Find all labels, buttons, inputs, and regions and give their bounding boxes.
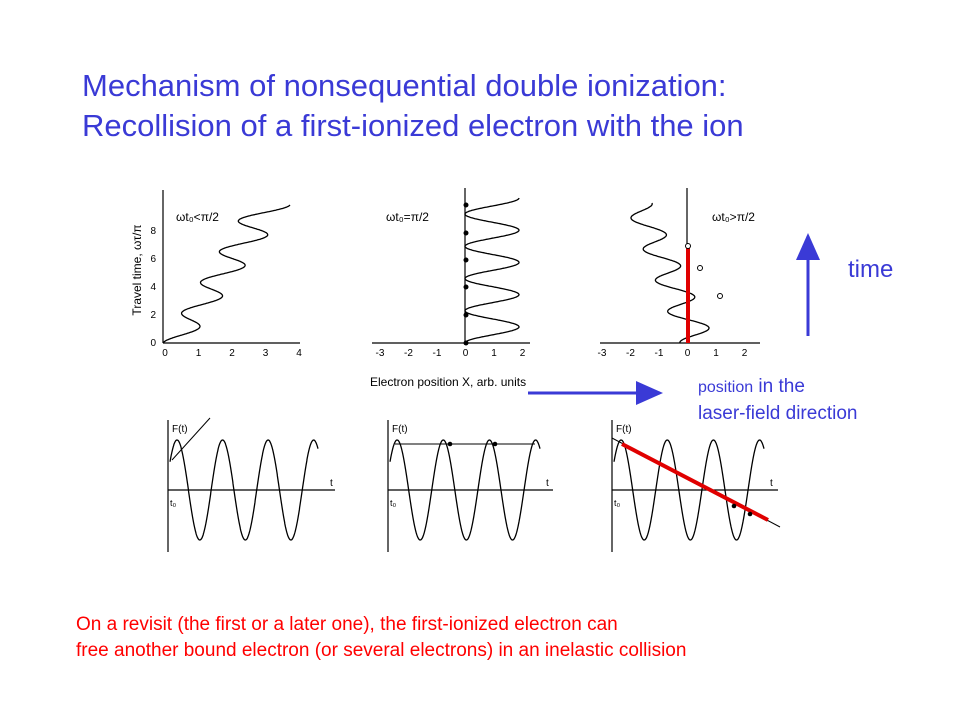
field2-x-label: t <box>546 478 549 489</box>
field-panel-1: F(t) t t₀ <box>167 417 335 552</box>
note-line-1: On a revisit (the first or a later one),… <box>76 614 618 635</box>
return-dot <box>463 312 469 318</box>
field2-y-label: F(t) <box>392 424 408 435</box>
tick-label: 4 <box>296 348 302 359</box>
position-label-line2: laser-field direction <box>698 403 858 424</box>
tick-label: -1 <box>433 348 442 359</box>
red-field-line <box>621 442 769 522</box>
tick-label: -2 <box>626 348 635 359</box>
field3-x-label: t <box>770 478 773 489</box>
position-word: position <box>698 379 754 396</box>
field-panel-2: F(t) t t₀ <box>387 420 553 552</box>
tick-label: 4 <box>150 282 156 293</box>
tick-label: 0 <box>463 348 469 359</box>
note-line-2: free another bound electron (or several … <box>76 640 687 661</box>
panel1-x-ticks: 0 1 2 3 4 <box>162 348 302 359</box>
panel2-condition-label: ωt₀=π/2 <box>386 210 429 224</box>
title-line-2: Recollision of a first-ionized electron … <box>82 108 744 143</box>
field2-t0-label: t₀ <box>390 498 397 508</box>
tick-label: 2 <box>520 348 526 359</box>
tick-label: 2 <box>229 348 235 359</box>
return-dot <box>463 257 469 263</box>
trajectory-curve-1 <box>162 204 291 344</box>
position-in-the: in the <box>753 376 805 397</box>
tick-label: 1 <box>713 348 719 359</box>
tick-label: 1 <box>196 348 202 359</box>
tick-label: -1 <box>655 348 664 359</box>
y-axis-label: Travel time, ωτ/π <box>130 224 144 315</box>
trajectory-curve-2 <box>464 197 520 344</box>
trajectory-panel-3: ωt₀>π/2 -3 -2 -1 0 1 2 <box>598 188 760 359</box>
tick-label: 2 <box>742 348 748 359</box>
title-line-1: Mechanism of nonsequential double ioniza… <box>82 68 727 103</box>
tick-label: 2 <box>150 310 156 321</box>
trajectory-panel-1: ωt₀<π/2 0 1 2 3 4 0 2 4 6 8 Travel time, ωτ/π <box>130 190 302 359</box>
field3-y-label: F(t) <box>616 424 632 435</box>
field3-t0-label: t₀ <box>614 498 621 508</box>
tick-label: 0 <box>685 348 691 359</box>
field1-y-label: F(t) <box>172 424 188 435</box>
x-axis-label: Electron position X, arb. units <box>370 375 526 389</box>
field1-x-label: t <box>330 478 333 489</box>
return-dot <box>697 265 703 271</box>
return-dot <box>717 293 723 299</box>
explanation-note: On a revisit (the first or a later one),… <box>76 612 686 664</box>
panel2-return-dots <box>463 202 469 346</box>
tick-label: -2 <box>404 348 413 359</box>
panel3-condition-label: ωt₀>π/2 <box>712 210 755 224</box>
panel3-x-ticks: -3 -2 -1 0 1 2 <box>598 348 748 359</box>
panel1-condition-label: ωt₀<π/2 <box>176 210 219 224</box>
tick-label: 8 <box>150 226 156 237</box>
return-dot <box>463 230 469 236</box>
field-panel-3: F(t) t t₀ <box>611 420 781 552</box>
tick-label: -3 <box>598 348 607 359</box>
field1-t0-label: t₀ <box>170 498 177 508</box>
position-label: position in the laser-field direction <box>698 374 857 427</box>
field-wave-1 <box>169 439 319 541</box>
trajectory-curve-3 <box>630 202 710 344</box>
field-wave-3 <box>613 439 765 541</box>
return-dot <box>463 202 469 208</box>
tick-label: 1 <box>491 348 497 359</box>
tick-label: 0 <box>150 338 156 349</box>
trajectory-panel-2: ωt₀=π/2 -3 -2 -1 0 1 2 <box>372 188 530 359</box>
field-wave-2 <box>389 439 541 541</box>
tick-label: 6 <box>150 254 156 265</box>
tick-label: -3 <box>376 348 385 359</box>
return-dot <box>463 284 469 290</box>
panel1-y-ticks: 0 2 4 6 8 <box>150 226 156 349</box>
return-dot <box>463 340 469 346</box>
time-label: time <box>848 256 894 283</box>
tick-label: 0 <box>162 348 168 359</box>
slide-title: Mechanism of nonsequential double ioniza… <box>82 66 942 146</box>
panel3-return-dots <box>685 243 723 299</box>
tick-label: 3 <box>263 348 269 359</box>
panel2-x-ticks: -3 -2 -1 0 1 2 <box>376 348 526 359</box>
return-dot <box>685 243 691 249</box>
